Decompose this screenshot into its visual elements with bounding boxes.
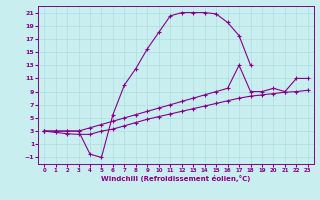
- X-axis label: Windchill (Refroidissement éolien,°C): Windchill (Refroidissement éolien,°C): [101, 175, 251, 182]
